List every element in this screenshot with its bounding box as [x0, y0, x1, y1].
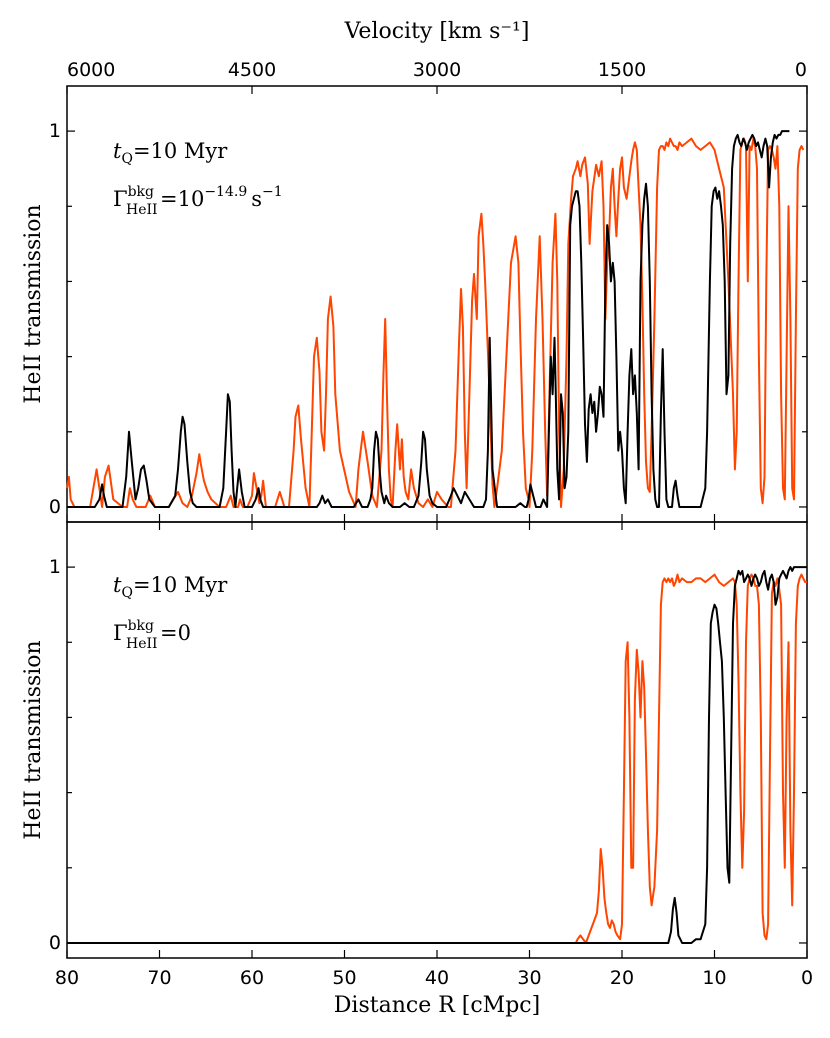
- panel-top-ylabel: HeII transmission: [21, 204, 46, 403]
- top-axis-tick-label: 3000: [413, 59, 461, 81]
- top-axis-tick-label: 6000: [67, 59, 115, 81]
- y-tick-label: 0: [49, 932, 61, 954]
- y-tick-label: 0: [49, 496, 61, 518]
- panel-bottom-tq-annotation: tQ=10 Myr: [113, 573, 228, 601]
- bottom-axis-tick-label: 70: [147, 967, 171, 989]
- bottom-axis-tick-label: 30: [517, 967, 541, 989]
- top-axis-title: Velocity [km s⁻¹]: [344, 19, 530, 44]
- panel-top-y-ticks: 01: [49, 120, 807, 518]
- panel-bottom-series: [67, 566, 807, 944]
- series-line-black: [67, 130, 790, 508]
- panel-top-gamma-annotation: Γbkg HeII =10−14.9 s−1: [113, 184, 283, 218]
- bottom-axis-tick-label: 20: [610, 967, 634, 989]
- top-axis-tick-label: 0: [795, 59, 807, 81]
- bottom-axis-tick-label: 50: [332, 967, 356, 989]
- panel-top-series: [66, 130, 805, 508]
- panel-bottom-ylabel: HeII transmission: [21, 640, 46, 839]
- bottom-axis-tick-label: 10: [702, 967, 726, 989]
- top-axis-tick-label: 4500: [228, 59, 276, 81]
- bottom-axis-tick-label: 80: [55, 967, 79, 989]
- top-axis-ticks: 6000 4500 3000 1500 0: [66, 59, 808, 94]
- bottom-axis-tick-label: 0: [801, 967, 813, 989]
- bottom-axis-tick-label: 60: [240, 967, 264, 989]
- panel-bottom-gamma-annotation: Γbkg HeII =0: [113, 618, 191, 652]
- top-axis-tick-label: 1500: [598, 59, 646, 81]
- bottom-axis-tick-label: 40: [425, 967, 449, 989]
- series-line-orange: [66, 137, 805, 508]
- panel-bottom-y-ticks: 01: [49, 556, 807, 954]
- panel-top-tq-annotation: tQ=10 Myr: [113, 139, 228, 167]
- series-line-black: [67, 566, 807, 944]
- shared-axis-ticks: [66, 514, 808, 530]
- bottom-axis-ticks: 80 70 60 50 40 30 20 10 0: [55, 950, 813, 989]
- y-tick-label: 1: [49, 120, 61, 142]
- bottom-axis-title: Distance R [cMpc]: [334, 993, 540, 1018]
- y-tick-label: 1: [49, 556, 61, 578]
